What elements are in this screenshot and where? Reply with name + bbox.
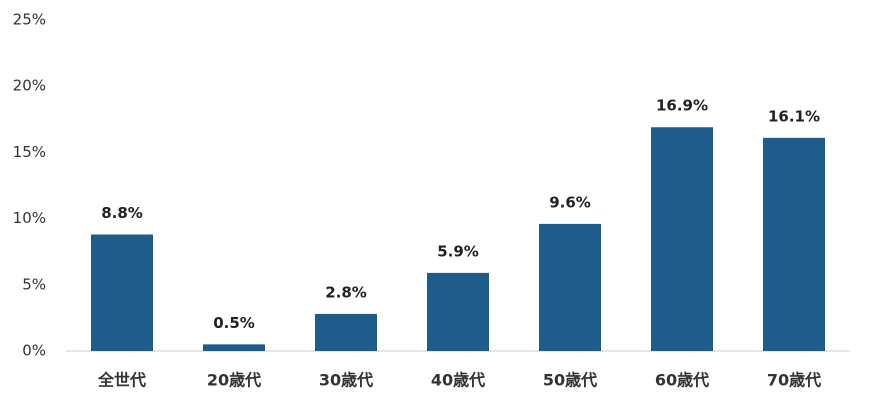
y-tick-label: 5% <box>22 275 46 293</box>
value-label: 0.5% <box>213 314 255 332</box>
y-tick-label: 20% <box>13 77 46 95</box>
bar <box>203 344 265 351</box>
bar <box>763 137 825 351</box>
bar <box>427 272 489 351</box>
value-label: 5.9% <box>437 242 479 260</box>
x-tick-label: 40歳代 <box>431 371 485 390</box>
y-tick-label: 15% <box>13 143 46 161</box>
x-tick-label: 30歳代 <box>319 371 373 390</box>
x-tick-label: 60歳代 <box>655 371 709 390</box>
x-tick-label: 全世代 <box>97 371 146 390</box>
bar <box>91 234 153 351</box>
y-tick-label: 0% <box>22 342 46 360</box>
y-tick-label: 25% <box>13 11 46 29</box>
x-tick-label: 50歳代 <box>543 371 597 390</box>
bar <box>315 313 377 351</box>
x-tick-label: 70歳代 <box>767 371 821 390</box>
bar <box>539 223 601 351</box>
bar <box>651 127 713 351</box>
value-label: 2.8% <box>325 283 367 301</box>
x-tick-label: 20歳代 <box>207 371 261 390</box>
value-label: 16.1% <box>768 107 820 125</box>
y-tick-label: 10% <box>13 209 46 227</box>
value-label: 8.8% <box>101 204 143 222</box>
value-label: 9.6% <box>549 193 591 211</box>
value-label: 16.9% <box>656 97 708 115</box>
